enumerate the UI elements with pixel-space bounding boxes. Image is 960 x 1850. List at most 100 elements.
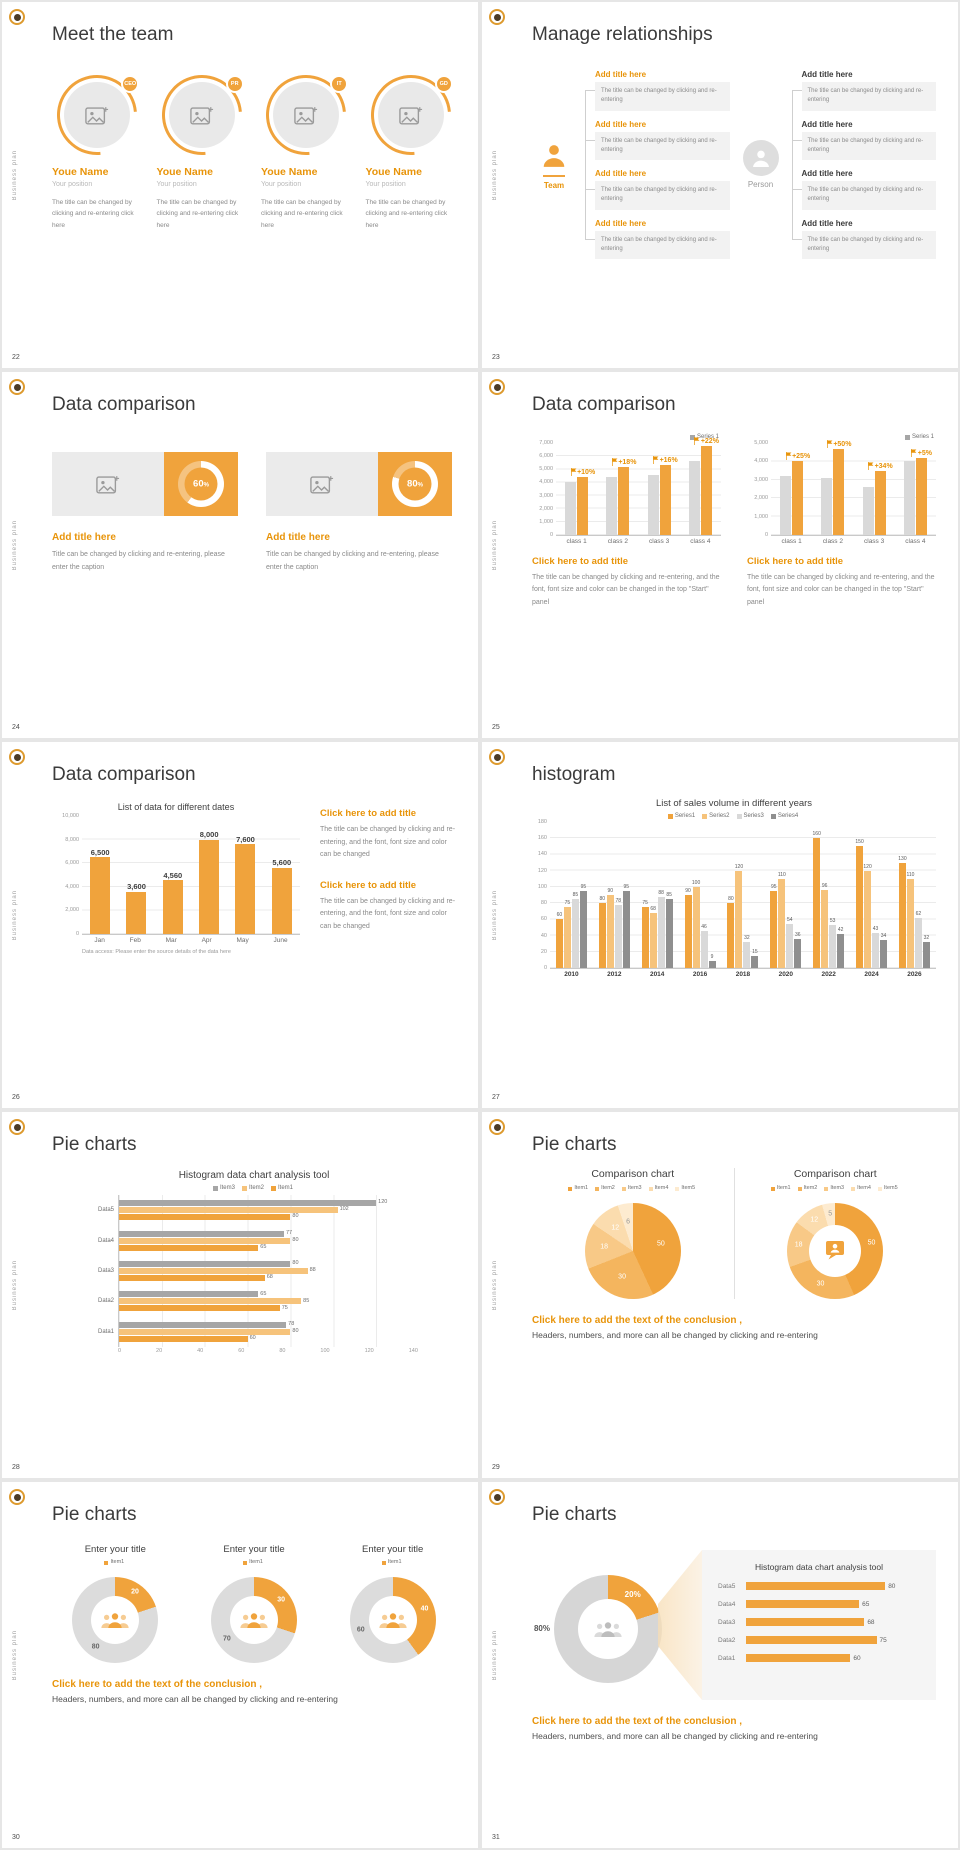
legend-swatch (621, 1186, 626, 1191)
logo-dot (13, 1493, 21, 1501)
x-tick: 60 (238, 1348, 245, 1354)
slide-28-pie-charts[interactable]: Business plan 28 Pie charts Histogram dat… (2, 1112, 478, 1478)
x-tick-label: class 2 (822, 538, 843, 545)
donut-column: Enter your title Item1 20 80 (52, 1544, 179, 1663)
chart-legend: Series 1 (532, 434, 719, 440)
legend-label: Item1 (387, 1559, 402, 1565)
x-tick-label: 2018 (735, 971, 751, 978)
x-tick: 100 (320, 1348, 330, 1354)
sidebar-vertical-label: Business plan (492, 1630, 498, 1681)
bar-value-label: 60 (556, 912, 563, 919)
slide-31-pie-charts[interactable]: Business plan 31 Pie charts 20% 80% Histog… (482, 1482, 958, 1848)
image-placeholder-icon (52, 452, 164, 516)
bar-value-label: 80 (888, 1582, 896, 1590)
bar (119, 1244, 259, 1251)
card-media: 60% (52, 452, 238, 516)
slide-26-data-comparison[interactable]: Business plan 26 Data comparison List of … (2, 742, 478, 1108)
x-tick-label: 2026 (907, 971, 922, 978)
bar-value-label: +18% (611, 457, 636, 466)
bar-value-label: 78 (288, 1321, 295, 1327)
chart-title: Histogram data chart analysis tool (178, 1170, 330, 1181)
block-title: Add title here (801, 119, 853, 129)
comparison-card: 80% Add title here Title can be changed … (266, 452, 452, 574)
bar-slot: +22% (694, 436, 719, 535)
legend-swatch (770, 1186, 775, 1191)
bar-value-label: 42 (837, 926, 844, 933)
slice-label: 12 (611, 1224, 620, 1232)
category-label: Data4 (97, 1237, 114, 1244)
sidebar-vertical-label: Business plan (492, 890, 498, 941)
bar (862, 487, 874, 535)
legend-item: Item3 (824, 1185, 845, 1192)
block-description: The title can be changed by clicking and… (801, 131, 936, 161)
bar (119, 1298, 302, 1305)
percent-panel: 80% (378, 452, 452, 516)
page-title: Pie charts (532, 1504, 617, 1525)
slide-24-data-comparison[interactable]: Business plan 24 Data comparison 60% Add … (2, 372, 478, 738)
legend-item: Series 1 (904, 434, 934, 440)
member-position: Your position (156, 181, 197, 188)
slide-page-number: 26 (12, 1094, 20, 1101)
bar-slot: 6,500 (90, 849, 111, 934)
legend-label: Item5 (883, 1185, 898, 1191)
conclusion-body: Headers, numbers, and more can all be ch… (532, 1731, 818, 1741)
ring-center: 60% (184, 467, 218, 501)
chart-cta-title: Click here to add title (320, 879, 417, 891)
bar-slot: 75 (641, 901, 649, 968)
legend-label: Series3 (743, 813, 764, 819)
block-title: Add title here (801, 169, 853, 179)
bar-slot: 90 (684, 889, 692, 968)
team-member: PR Youe Name Your position The title can… (145, 58, 259, 231)
logo-dot (493, 753, 501, 761)
bar-group: 6,500 (90, 849, 111, 934)
bar-group: 75 68 88 85 (641, 890, 673, 968)
legend-label: Item3 (830, 1185, 845, 1191)
bar-value-label: 60 (853, 1654, 861, 1662)
bar-value-label: 88 (658, 889, 664, 896)
bar-row: 75 (119, 1305, 418, 1312)
avatar: GD (354, 58, 468, 172)
person-blocks-column: Add title here The title can be changed … (791, 70, 936, 260)
page-title: Data comparison (52, 764, 196, 785)
person-icon (742, 140, 779, 177)
bar-value-label: 5,600 (272, 858, 292, 868)
conclusion-block: Click here to add the text of the conclu… (532, 1315, 936, 1340)
donut-chart-canvas: 50 30 18 12 5 (787, 1202, 884, 1299)
slide-23-manage-relationships[interactable]: Business plan 23 Manage relationships Tea… (482, 2, 958, 368)
bar (618, 466, 630, 535)
slide-25-data-comparison[interactable]: Business plan 25 Data comparison Series 1… (482, 372, 958, 738)
bar-slot: 68 (649, 906, 657, 968)
info-block: Add title here The title can be changed … (585, 169, 730, 210)
bar (606, 895, 614, 968)
bar-row: Data2 75 (718, 1636, 920, 1644)
sidebar-vertical-label: Business plan (12, 1630, 18, 1681)
legend-item: Series2 (702, 813, 730, 819)
legend-item: Item1 (381, 1559, 402, 1566)
role-badge: PR (225, 75, 244, 93)
slide-27-histogram[interactable]: Business plan 27 histogram List of sales … (482, 742, 958, 1108)
bar (119, 1274, 265, 1281)
chart-block: List of data for different dates 10,000 8… (52, 800, 300, 955)
bar (833, 449, 845, 535)
bar-chart: 10,000 8,000 6,000 4,000 2,000 0 6,500 3,600 4,5… (52, 813, 300, 945)
logo-dot (493, 1123, 501, 1131)
member-position: Your position (52, 181, 93, 188)
block-title: Add title here (595, 218, 647, 228)
bar-slot: 36 (794, 932, 802, 968)
bar (727, 903, 735, 968)
chart-title: List of sales volume in different years (655, 798, 813, 809)
slide-29-pie-charts[interactable]: Business plan 29 Pie charts Comparison ch… (482, 1112, 958, 1478)
category-label: Data3 (97, 1267, 114, 1274)
plot-area: 6,500 3,600 4,560 8,000 7,600 5,600 (82, 816, 300, 935)
page-title: Pie charts (52, 1134, 137, 1155)
bar-row: 60 (119, 1335, 418, 1342)
bar-group: 80 88 68 (119, 1261, 418, 1281)
chart-legend: Item3 Item2 Item1 (52, 1185, 454, 1191)
slide-22-meet-the-team[interactable]: Business plan 22 Meet the team CEO Youe N… (2, 2, 478, 368)
donut-chart-canvas: 40 60 (349, 1576, 436, 1663)
slide-30-pie-charts[interactable]: Business plan 30 Pie charts Enter your ti… (2, 1482, 478, 1848)
bar (708, 960, 716, 968)
member-name: Youe Name (365, 166, 422, 178)
block-description: The title can be changed by clicking and… (595, 82, 730, 111)
